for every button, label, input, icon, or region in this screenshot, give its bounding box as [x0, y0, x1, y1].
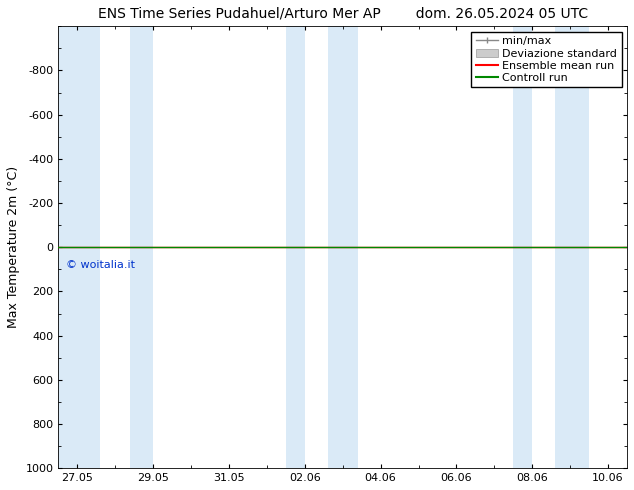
Bar [555, 26, 589, 468]
Bar [58, 26, 100, 468]
Legend: min/max, Deviazione standard, Ensemble mean run, Controll run: min/max, Deviazione standard, Ensemble m… [471, 32, 621, 87]
Y-axis label: Max Temperature 2m (°C): Max Temperature 2m (°C) [7, 166, 20, 328]
Text: © woitalia.it: © woitalia.it [66, 261, 135, 270]
Title: ENS Time Series Pudahuel/Arturo Mer AP        dom. 26.05.2024 05 UTC: ENS Time Series Pudahuel/Arturo Mer AP d… [98, 7, 588, 21]
Bar [286, 26, 305, 468]
Bar [328, 26, 358, 468]
Bar [514, 26, 533, 468]
Bar [131, 26, 153, 468]
